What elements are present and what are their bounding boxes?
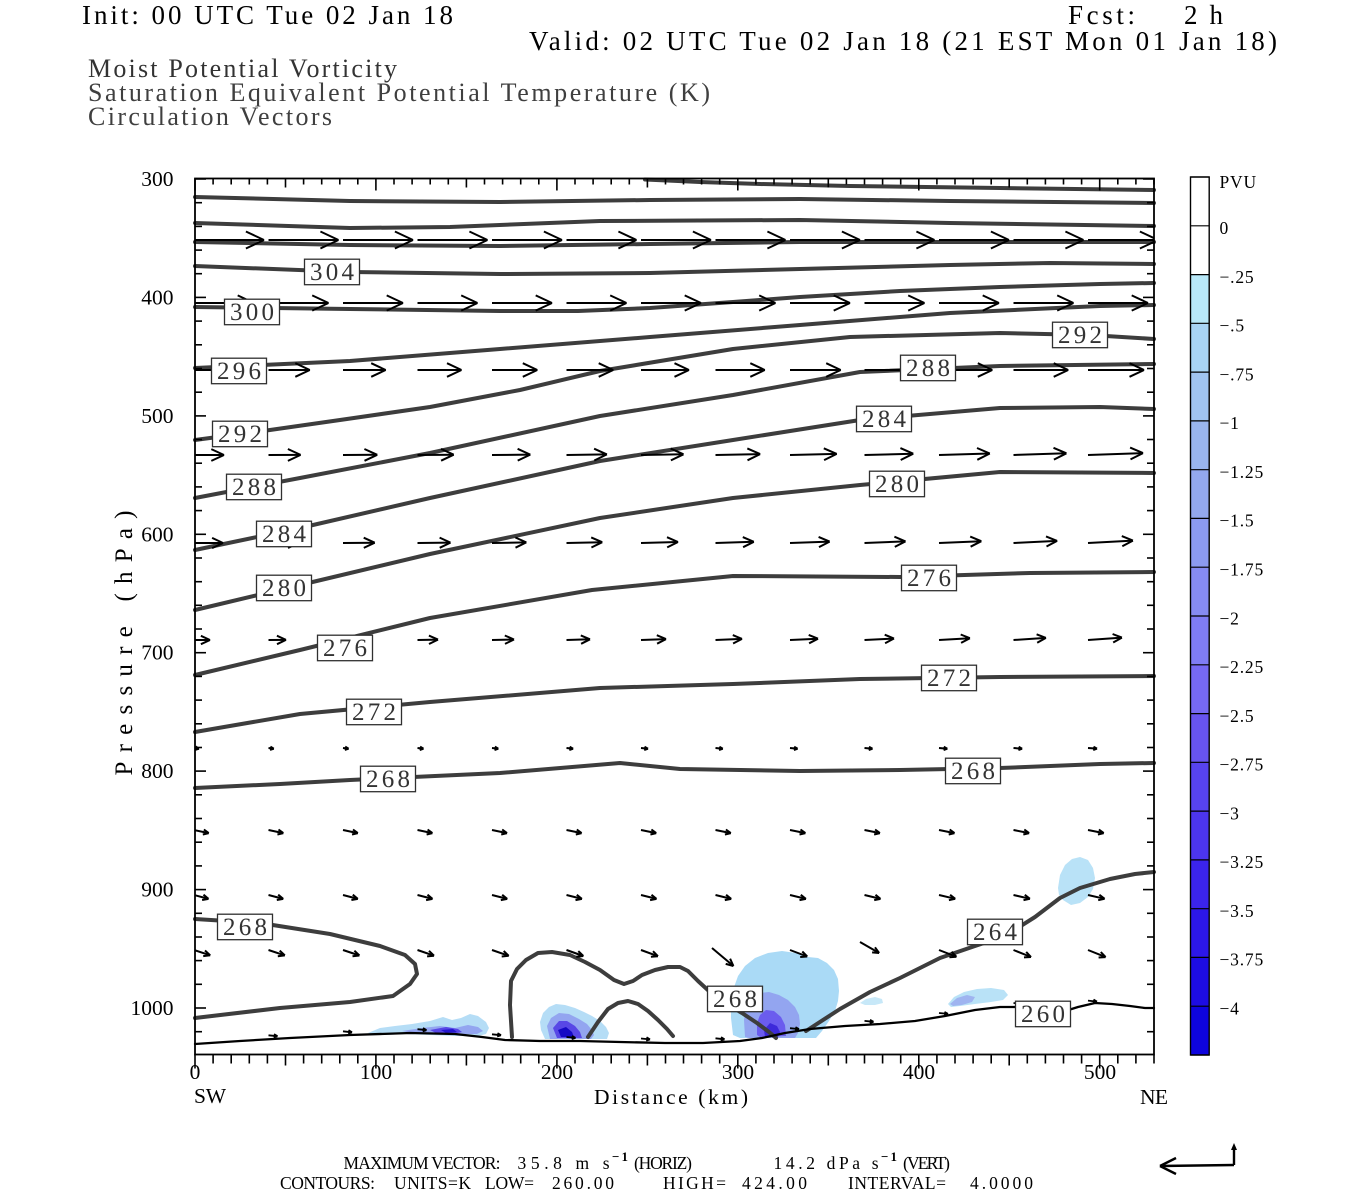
svg-text:−4: −4 [1220, 999, 1240, 1019]
svg-text:−1.5: −1.5 [1220, 511, 1255, 531]
svg-text:MAXIMUM VECTOR:: MAXIMUM VECTOR: [344, 1153, 501, 1173]
svg-text:−1.75: −1.75 [1220, 560, 1265, 580]
svg-text:200: 200 [541, 1060, 573, 1084]
svg-text:268: 268 [713, 986, 757, 1013]
svg-text:−2.25: −2.25 [1220, 657, 1265, 677]
svg-text:600: 600 [141, 522, 173, 546]
svg-text:INTERVAL=: INTERVAL= [848, 1173, 946, 1193]
svg-text:272: 272 [352, 699, 396, 726]
svg-text:500: 500 [141, 404, 173, 428]
svg-text:HIGH=: HIGH= [663, 1173, 726, 1193]
svg-text:CONTOURS:: CONTOURS: [280, 1173, 375, 1193]
svg-text:424.00: 424.00 [742, 1173, 807, 1193]
svg-text:280: 280 [875, 471, 919, 498]
svg-text:UNITS=K: UNITS=K [394, 1173, 471, 1193]
svg-text:800: 800 [141, 759, 173, 783]
svg-text:Circulation Vectors: Circulation Vectors [88, 102, 332, 131]
svg-text:288: 288 [232, 474, 276, 501]
svg-text:−.5: −.5 [1220, 316, 1245, 336]
svg-text:264: 264 [973, 919, 1018, 946]
svg-text:NE: NE [1140, 1085, 1168, 1109]
svg-text:272: 272 [927, 665, 971, 692]
svg-text:300: 300 [722, 1060, 754, 1084]
svg-text:276: 276 [907, 565, 951, 592]
svg-text:−3.5: −3.5 [1220, 901, 1255, 921]
svg-text:0: 0 [1220, 218, 1230, 238]
svg-text:−3: −3 [1220, 803, 1240, 823]
svg-text:400: 400 [903, 1060, 935, 1084]
svg-text:700: 700 [141, 641, 173, 665]
svg-text:−2.5: −2.5 [1220, 706, 1255, 726]
svg-text:PVU: PVU [1220, 172, 1257, 192]
svg-text:292: 292 [1058, 322, 1102, 349]
svg-text:0: 0 [190, 1060, 201, 1084]
svg-text:280: 280 [262, 575, 306, 602]
svg-text:Moist Potential Vorticity: Moist Potential Vorticity [88, 54, 397, 83]
svg-text:292: 292 [218, 421, 262, 448]
svg-text:14.2 dPa s: 14.2 dPa s [774, 1153, 879, 1173]
svg-text:Distance (km): Distance (km) [594, 1085, 748, 1109]
svg-text:Fcst:: Fcst: [1068, 0, 1135, 30]
svg-text:900: 900 [141, 878, 173, 902]
svg-text:284: 284 [862, 406, 907, 433]
svg-text:−3.25: −3.25 [1220, 852, 1265, 872]
svg-text:2 h: 2 h [1184, 0, 1224, 30]
svg-text:260: 260 [1021, 1001, 1065, 1028]
svg-text:Init: 00 UTC Tue 02 Jan 18: Init: 00 UTC Tue 02 Jan 18 [82, 0, 453, 30]
svg-text:(VERT): (VERT) [903, 1153, 950, 1173]
svg-text:4.0000: 4.0000 [970, 1173, 1033, 1193]
svg-text:LOW=: LOW= [485, 1173, 534, 1193]
svg-text:SW: SW [194, 1084, 227, 1108]
svg-text:300: 300 [141, 167, 173, 191]
svg-text:288: 288 [906, 355, 950, 382]
svg-text:100: 100 [360, 1060, 392, 1084]
svg-text:−1: −1 [1220, 413, 1240, 433]
svg-text:400: 400 [141, 285, 173, 309]
svg-text:1000: 1000 [131, 996, 174, 1020]
svg-text:268: 268 [366, 766, 410, 793]
svg-text:−.75: −.75 [1220, 364, 1255, 384]
svg-text:−1.25: −1.25 [1220, 462, 1265, 482]
svg-text:296: 296 [217, 358, 261, 385]
svg-text:−2.75: −2.75 [1220, 755, 1265, 775]
svg-text:−.25: −.25 [1220, 267, 1255, 287]
svg-text:Valid: 02 UTC Tue 02 Jan 18 (2: Valid: 02 UTC Tue 02 Jan 18 (21 EST Mon … [529, 26, 1277, 56]
svg-text:304: 304 [310, 259, 355, 286]
svg-text:(HORIZ): (HORIZ) [634, 1153, 692, 1173]
svg-text:284: 284 [262, 521, 307, 548]
svg-text:−3.75: −3.75 [1220, 950, 1265, 970]
svg-text:276: 276 [323, 635, 367, 662]
svg-text:−2: −2 [1220, 608, 1240, 628]
svg-text:260.00: 260.00 [552, 1173, 614, 1193]
svg-text:500: 500 [1084, 1060, 1116, 1084]
svg-text:268: 268 [951, 758, 995, 785]
svg-text:300: 300 [230, 299, 274, 326]
svg-text:268: 268 [223, 914, 267, 941]
svg-text:Saturation Equivalent Potentia: Saturation Equivalent Potential Temperat… [88, 78, 710, 107]
